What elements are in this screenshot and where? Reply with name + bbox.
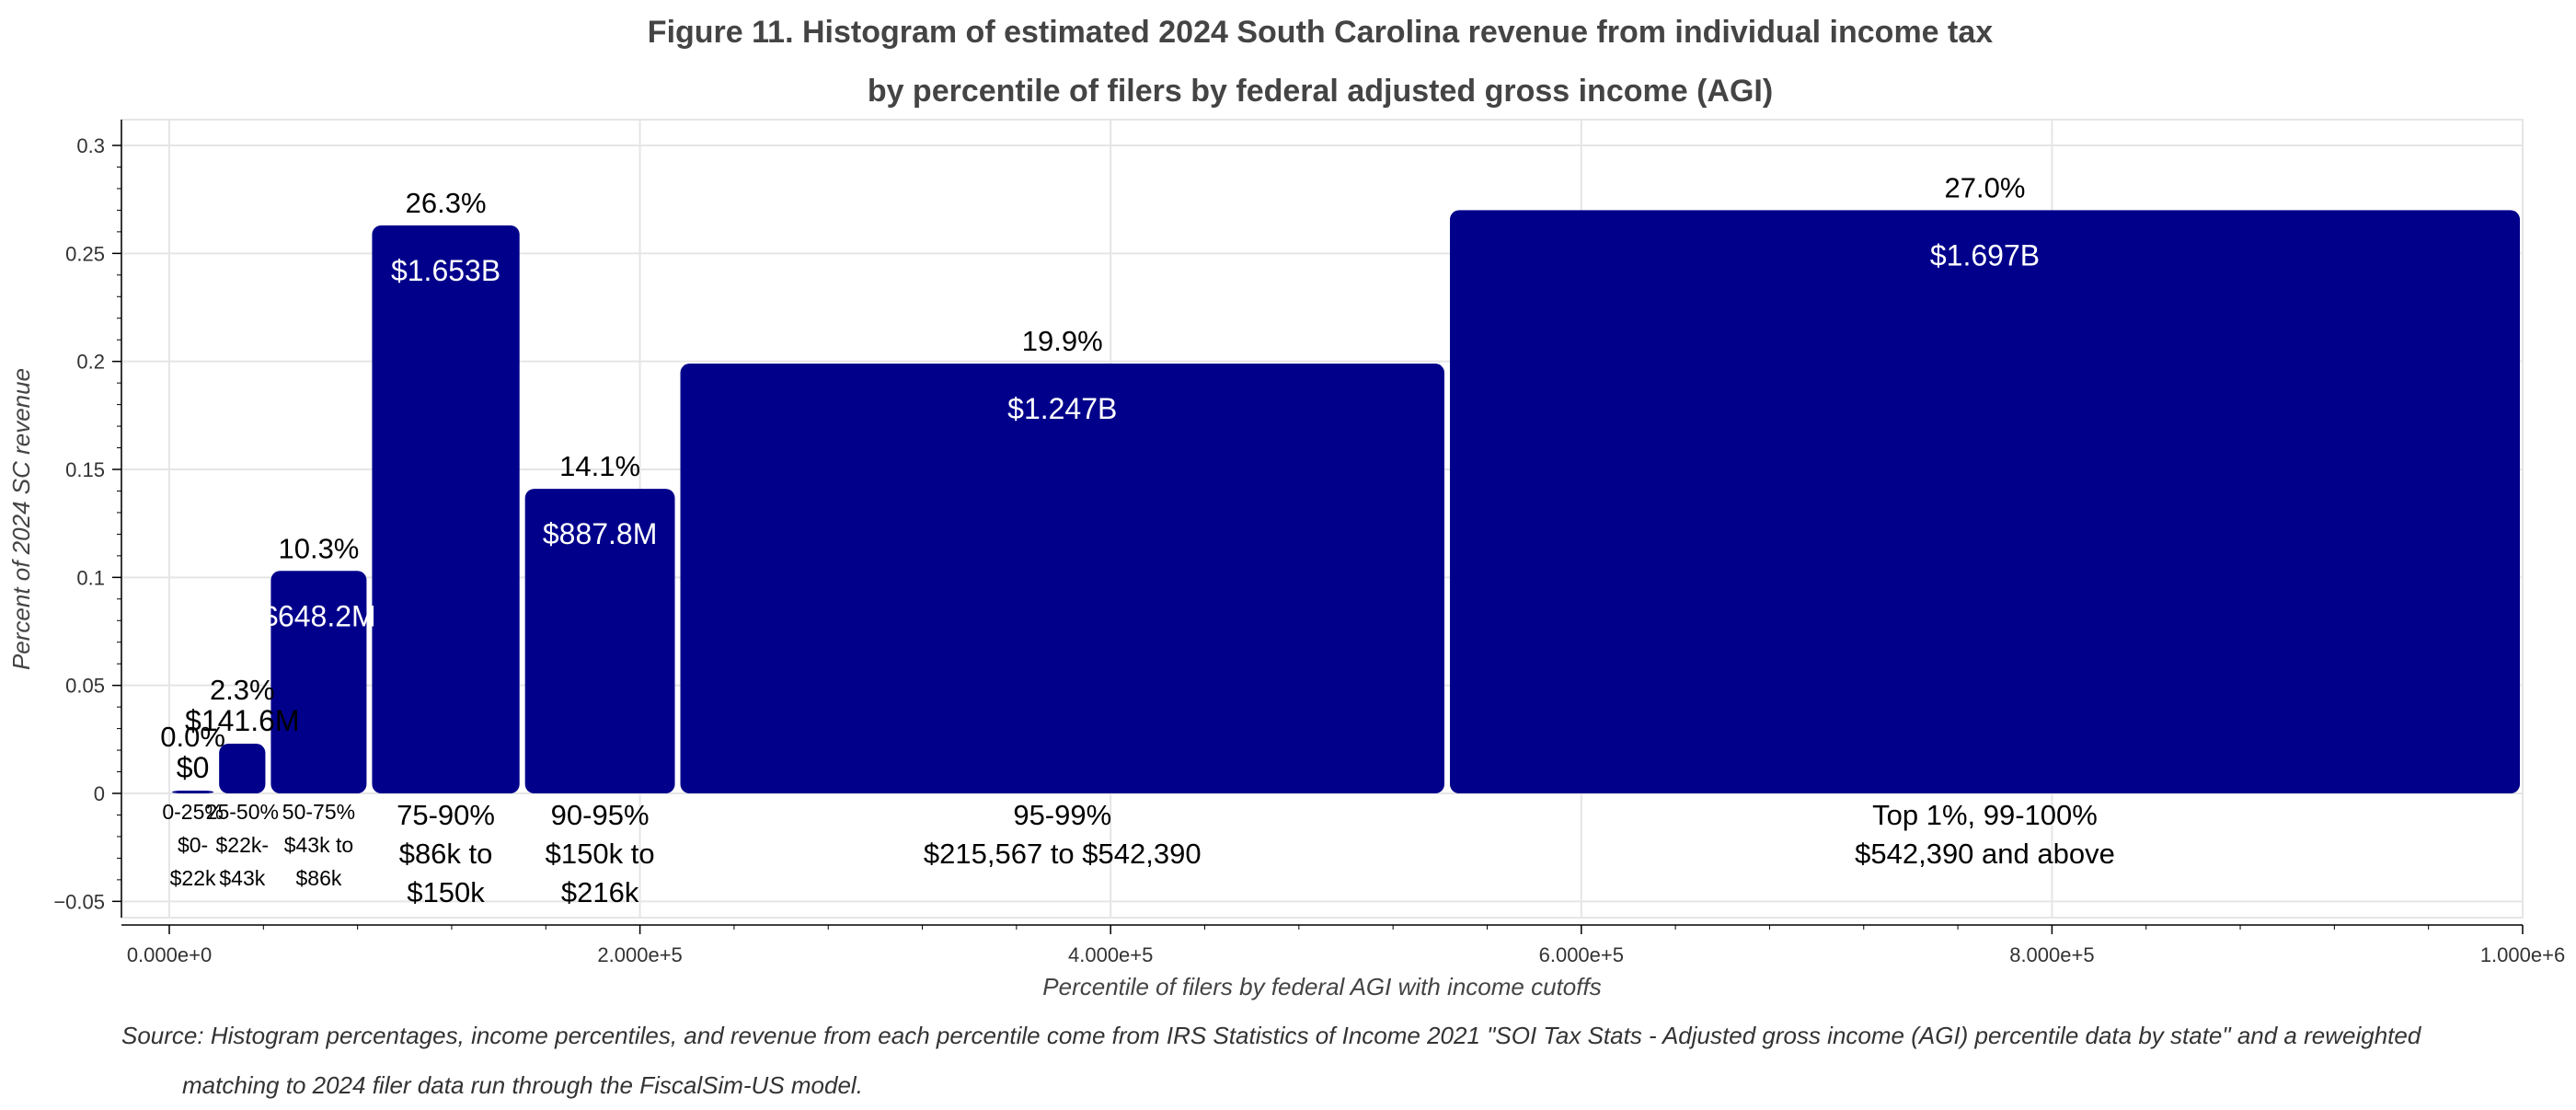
bar-revenue-label: $1.653B <box>391 254 500 287</box>
x-tick-label: 8.000e+5 <box>2009 943 2094 966</box>
bar <box>1449 210 2520 793</box>
y-tick-label: 0 <box>94 782 105 805</box>
x-tick-label: 1.000e+6 <box>2480 943 2565 966</box>
y-tick-label: 0.05 <box>65 675 105 698</box>
bar-revenue-label: $0 <box>177 751 210 784</box>
bar <box>680 364 1444 793</box>
bar <box>219 744 266 793</box>
bar-percent-label: 2.3% <box>210 674 275 706</box>
bar-category-label: $43k <box>219 866 265 890</box>
y-tick-label: 0.15 <box>65 458 105 481</box>
bar-percent-label: 26.3% <box>406 187 487 219</box>
bar-category-label: 95-99% <box>1013 799 1111 831</box>
bar-category-label: $542,390 and above <box>1855 838 2115 870</box>
x-tick-label: 0.000e+0 <box>127 943 212 966</box>
y-tick-label: 0.3 <box>76 134 105 157</box>
bar-category-label: $22k <box>170 866 216 890</box>
chart-subtitle: by percentile of filers by federal adjus… <box>868 74 1773 109</box>
x-tick-label: 4.000e+5 <box>1068 943 1153 966</box>
bar <box>270 571 367 793</box>
bar-category-label: $22k- <box>216 833 270 857</box>
y-axis-label: Percent of 2024 SC revenue <box>7 368 35 670</box>
bar-category-label: 75-90% <box>397 799 495 831</box>
bar-category-label: $150k to <box>546 838 655 870</box>
bars <box>172 210 2520 793</box>
bar-category-label: 50-75% <box>282 800 355 824</box>
bar-category-label: $43k to <box>284 833 353 857</box>
bar-category-label: 90-95% <box>551 799 650 831</box>
bar <box>372 225 520 793</box>
bar-percent-label: 14.1% <box>559 450 640 482</box>
bar-category-label: Top 1%, 99-100% <box>1872 799 2098 831</box>
source-note: Source: Histogram percentages, income pe… <box>121 1011 2550 1110</box>
bar-revenue-label: $141.6M <box>185 704 300 737</box>
x-axis-label: Percentile of filers by federal AGI with… <box>1042 973 1601 1000</box>
bar-category-label: 25-50% <box>206 800 279 824</box>
bar-category-label: $150k <box>407 876 485 908</box>
bar <box>172 791 214 793</box>
bar-category-label: $86k to <box>399 838 493 870</box>
bar-revenue-label: $1.697B <box>1930 238 2040 272</box>
y-tick-label: −0.05 <box>53 890 105 913</box>
histogram-chart: Figure 11. Histogram of estimated 2024 S… <box>7 15 2565 1000</box>
bar-category-label: $0- <box>178 833 208 857</box>
y-tick-label: 0.25 <box>65 242 105 265</box>
y-tick-label: 0.1 <box>76 566 105 589</box>
bar-percent-label: 10.3% <box>278 532 359 564</box>
bar-category-label: $216k <box>561 876 639 908</box>
bar-category-label: $86k <box>295 866 341 890</box>
bar-percent-label: 27.0% <box>1945 171 2026 203</box>
bar-category-label: $215,567 to $542,390 <box>924 838 1202 870</box>
y-tick-label: 0.2 <box>76 351 105 374</box>
bar-revenue-label: $648.2M <box>261 599 376 632</box>
bar-percent-label: 19.9% <box>1022 325 1103 357</box>
bar-labels: 0.0%$0 0-25% $0- $22k 2.3%$141.6M 25-50% $22k-… <box>160 171 2115 908</box>
axes: −0.05 0 0.05 0.1 0.15 0.2 0.25 0.3 0.000e+0 2.000… <box>53 120 2565 966</box>
x-tick-label: 2.000e+5 <box>597 943 682 966</box>
bar-revenue-label: $887.8M <box>543 517 658 550</box>
bar <box>524 489 675 793</box>
bar-category-label: 0-25% <box>162 800 223 824</box>
bar-percent-label: 0.0% <box>160 721 225 753</box>
source-line-2: matching to 2024 filer data run through … <box>182 1071 863 1099</box>
bar-revenue-label: $1.247B <box>1007 392 1117 425</box>
source-line-1: Source: Histogram percentages, income pe… <box>121 1022 2421 1049</box>
x-tick-label: 6.000e+5 <box>1539 943 1624 966</box>
chart-title: Figure 11. Histogram of estimated 2024 S… <box>648 15 1993 50</box>
